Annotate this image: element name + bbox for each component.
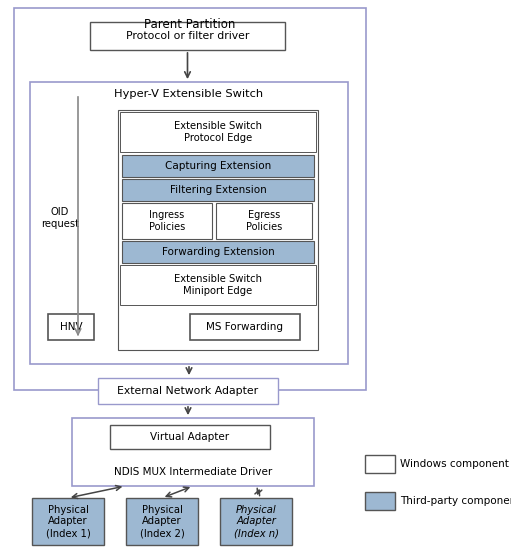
Bar: [90, 22, 285, 50]
Text: Extensible Switch
Protocol Edge: Extensible Switch Protocol Edge: [174, 121, 262, 143]
Text: MS Forwarding: MS Forwarding: [206, 322, 284, 332]
Bar: [120, 112, 316, 152]
Bar: [190, 314, 300, 340]
Text: NDIS MUX Intermediate Driver: NDIS MUX Intermediate Driver: [114, 467, 272, 477]
Text: Parent Partition: Parent Partition: [144, 18, 236, 31]
Text: Hyper-V Extensible Switch: Hyper-V Extensible Switch: [114, 89, 264, 99]
Text: HNV: HNV: [60, 322, 82, 332]
Bar: [122, 179, 314, 201]
Text: Forwarding Extension: Forwarding Extension: [161, 247, 274, 257]
Text: Protocol or filter driver: Protocol or filter driver: [126, 31, 249, 41]
Bar: [122, 241, 314, 263]
Bar: [32, 498, 104, 545]
Bar: [98, 378, 278, 404]
Text: Physical
Adapter
(Index 1): Physical Adapter (Index 1): [45, 505, 90, 538]
Bar: [365, 492, 395, 510]
Bar: [110, 425, 270, 449]
Text: Filtering Extension: Filtering Extension: [170, 185, 266, 195]
Bar: [14, 8, 366, 390]
Text: Third-party component: Third-party component: [400, 496, 511, 506]
Text: Physical
Adapter
(Index n): Physical Adapter (Index n): [234, 505, 278, 538]
Bar: [72, 418, 314, 486]
Text: Egress
Policies: Egress Policies: [246, 210, 282, 232]
Text: External Network Adapter: External Network Adapter: [118, 386, 259, 396]
Bar: [216, 203, 312, 239]
Text: Physical
Adapter
(Index 2): Physical Adapter (Index 2): [140, 505, 184, 538]
Bar: [30, 82, 348, 364]
Text: Virtual Adapter: Virtual Adapter: [150, 432, 229, 442]
Bar: [118, 110, 318, 350]
Bar: [220, 498, 292, 545]
Bar: [126, 498, 198, 545]
Text: Extensible Switch
Miniport Edge: Extensible Switch Miniport Edge: [174, 274, 262, 296]
Bar: [120, 265, 316, 305]
Text: Ingress
Policies: Ingress Policies: [149, 210, 185, 232]
Bar: [122, 155, 314, 177]
Text: OID
request: OID request: [41, 207, 79, 229]
Text: Capturing Extension: Capturing Extension: [165, 161, 271, 171]
Bar: [365, 455, 395, 473]
Bar: [122, 203, 212, 239]
Text: Windows component: Windows component: [400, 459, 509, 469]
Bar: [48, 314, 94, 340]
